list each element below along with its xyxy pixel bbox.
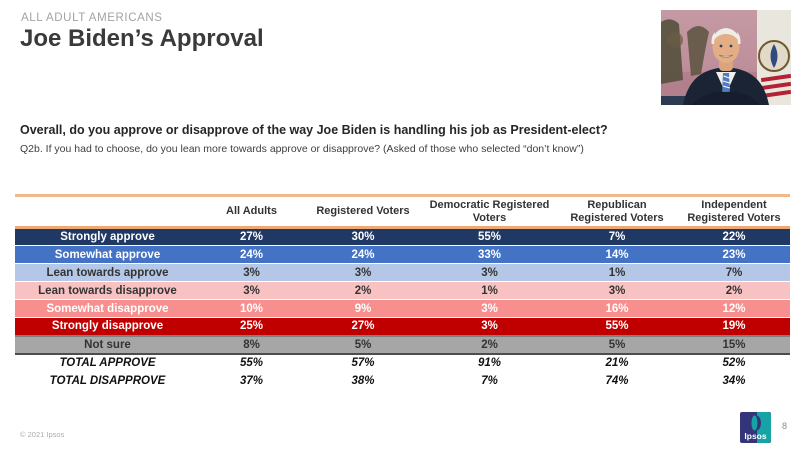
ipsos-logo: Ipsos bbox=[740, 412, 771, 443]
column-header: Registered Voters bbox=[303, 194, 423, 229]
cell-value: 7% bbox=[556, 227, 678, 246]
cell-value: 33% bbox=[423, 245, 556, 264]
cell-value: 3% bbox=[200, 263, 303, 282]
results-table: All Adults Registered Voters Democratic Re… bbox=[15, 194, 790, 390]
cell-value: 55% bbox=[200, 353, 303, 372]
table-row: Lean towards disapprove 3% 2% 1% 3% 2% bbox=[15, 281, 790, 300]
cell-value: 14% bbox=[556, 245, 678, 264]
approval-table: All Adults Registered Voters Democratic Re… bbox=[15, 194, 790, 390]
table-header-row: All Adults Registered Voters Democratic Re… bbox=[15, 194, 790, 229]
cell-value: 12% bbox=[678, 299, 790, 318]
cell-value: 24% bbox=[303, 245, 423, 264]
row-label: Somewhat approve bbox=[15, 245, 200, 264]
row-label: Strongly disapprove bbox=[15, 317, 200, 336]
page-number: 8 bbox=[782, 421, 788, 431]
copyright-text: © 2021 Ipsos bbox=[20, 430, 65, 439]
table-row: TOTAL DISAPPROVE 37% 38% 7% 74% 34% bbox=[15, 371, 790, 390]
cell-value: 3% bbox=[423, 317, 556, 336]
cell-value: 27% bbox=[200, 227, 303, 246]
table-row: Strongly approve 27% 30% 55% 7% 22% bbox=[15, 227, 790, 246]
row-label: Somewhat disapprove bbox=[15, 299, 200, 318]
joe-biden-photo bbox=[661, 10, 791, 105]
cell-value: 5% bbox=[556, 334, 678, 355]
cell-value: 55% bbox=[556, 317, 678, 336]
row-label: Lean towards disapprove bbox=[15, 281, 200, 300]
cell-value: 55% bbox=[423, 227, 556, 246]
cell-value: 3% bbox=[423, 299, 556, 318]
cell-value: 16% bbox=[556, 299, 678, 318]
cell-value: 15% bbox=[678, 334, 790, 355]
cell-value: 74% bbox=[556, 371, 678, 390]
cell-value: 3% bbox=[200, 281, 303, 300]
cell-value: 3% bbox=[303, 263, 423, 282]
row-label: Strongly approve bbox=[15, 227, 200, 246]
row-label-column-header bbox=[15, 194, 200, 229]
cell-value: 30% bbox=[303, 227, 423, 246]
cell-value: 22% bbox=[678, 227, 790, 246]
cell-value: 7% bbox=[678, 263, 790, 282]
cell-value: 3% bbox=[423, 263, 556, 282]
cell-value: 8% bbox=[200, 334, 303, 355]
joe-biden-portrait-illustration bbox=[661, 10, 791, 105]
column-header: Republican Registered Voters bbox=[556, 194, 678, 229]
cell-value: 25% bbox=[200, 317, 303, 336]
cell-value: 2% bbox=[303, 281, 423, 300]
ipsos-logo-text: Ipsos bbox=[744, 431, 766, 441]
row-label: TOTAL DISAPPROVE bbox=[15, 371, 200, 390]
cell-value: 24% bbox=[200, 245, 303, 264]
table-row: TOTAL APPROVE 55% 57% 91% 21% 52% bbox=[15, 353, 790, 372]
cell-value: 23% bbox=[678, 245, 790, 264]
cell-value: 57% bbox=[303, 353, 423, 372]
cell-value: 10% bbox=[200, 299, 303, 318]
cell-value: 21% bbox=[556, 353, 678, 372]
cell-value: 5% bbox=[303, 334, 423, 355]
cell-value: 34% bbox=[678, 371, 790, 390]
table-row: Strongly disapprove 25% 27% 3% 55% 19% bbox=[15, 317, 790, 336]
table-row: Somewhat approve 24% 24% 33% 14% 23% bbox=[15, 245, 790, 264]
cell-value: 19% bbox=[678, 317, 790, 336]
question-text: Overall, do you approve or disapprove of… bbox=[20, 123, 608, 137]
table-row: Not sure 8% 5% 2% 5% 15% bbox=[15, 334, 790, 355]
cell-value: 7% bbox=[423, 371, 556, 390]
row-label: Not sure bbox=[15, 334, 200, 355]
column-header: Independent Registered Voters bbox=[678, 194, 790, 229]
cell-value: 9% bbox=[303, 299, 423, 318]
cell-value: 27% bbox=[303, 317, 423, 336]
row-label: TOTAL APPROVE bbox=[15, 353, 200, 372]
cell-value: 3% bbox=[556, 281, 678, 300]
cell-value: 38% bbox=[303, 371, 423, 390]
cell-value: 91% bbox=[423, 353, 556, 372]
table-row: Lean towards approve 3% 3% 3% 1% 7% bbox=[15, 263, 790, 282]
row-label: Lean towards approve bbox=[15, 263, 200, 282]
cell-value: 2% bbox=[423, 334, 556, 355]
cell-value: 37% bbox=[200, 371, 303, 390]
question-subtext: Q2b. If you had to choose, do you lean m… bbox=[20, 143, 584, 155]
table-row: Somewhat disapprove 10% 9% 3% 16% 12% bbox=[15, 299, 790, 318]
ipsos-logo-icon: Ipsos bbox=[740, 412, 771, 443]
cell-value: 2% bbox=[678, 281, 790, 300]
column-header: All Adults bbox=[200, 194, 303, 229]
cell-value: 52% bbox=[678, 353, 790, 372]
page-title: Joe Biden’s Approval bbox=[20, 25, 264, 52]
cell-value: 1% bbox=[423, 281, 556, 300]
cell-value: 1% bbox=[556, 263, 678, 282]
kicker-label: ALL ADULT AMERICANS bbox=[21, 12, 163, 24]
column-header: Democratic Registered Voters bbox=[423, 194, 556, 229]
